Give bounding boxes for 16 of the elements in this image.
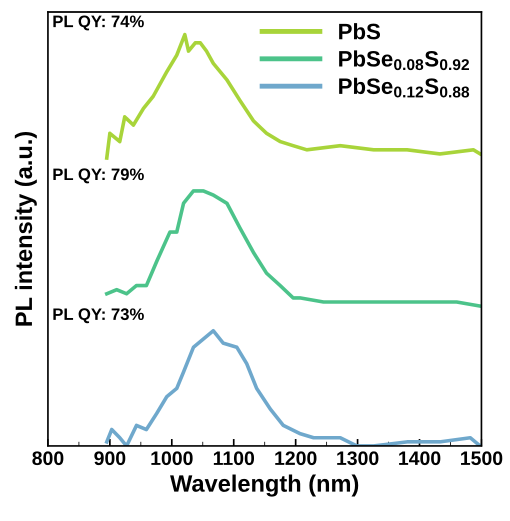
y-axis-title: PL intensity (a.u.) bbox=[14, 132, 37, 326]
x-tick-label: 1000 bbox=[151, 451, 193, 466]
x-tick-label: 900 bbox=[94, 451, 126, 466]
legend-label: PbSe$_{0.08}$S$_{0.92}$ bbox=[339, 50, 469, 70]
annotation: PL QY: 79% bbox=[53, 168, 144, 184]
x-tick-label: 1500 bbox=[461, 451, 502, 466]
x-tick-label: 1300 bbox=[337, 451, 378, 466]
legend-label: PbS bbox=[339, 23, 380, 40]
x-tick-label: 1200 bbox=[275, 451, 316, 466]
annotation: PL QY: 73% bbox=[53, 308, 144, 324]
legend-label: PbSe$_{0.12}$S$_{0.88}$ bbox=[339, 78, 470, 98]
x-tick-label: 1100 bbox=[214, 451, 254, 466]
text: PL QY: 74% bbox=[53, 16, 144, 30]
x-tick-label: 800 bbox=[32, 451, 64, 466]
x-axis-title: Wavelength (nm) bbox=[170, 474, 358, 497]
x-tick-label: 1400 bbox=[399, 451, 440, 466]
